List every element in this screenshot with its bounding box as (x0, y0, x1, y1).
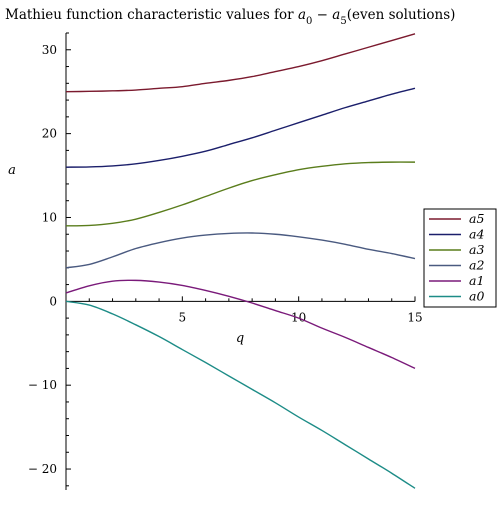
series-line-a2 (65, 232, 416, 269)
legend-box (423, 208, 497, 308)
series-line-a1 (65, 279, 416, 370)
series-line-a5 (65, 33, 416, 93)
y-tick-label: − 20 (28, 462, 57, 476)
x-tick-label: 15 (407, 310, 422, 324)
legend-label-a0: a0 (469, 289, 484, 304)
legend-label-a4: a4 (469, 227, 484, 242)
x-tick-label: 10 (291, 310, 306, 324)
chart-title: Mathieu function characteristic values f… (5, 7, 455, 27)
legend-label-a1: a1 (469, 273, 484, 288)
y-axis-label: a (8, 163, 16, 178)
series-line-a3 (65, 161, 416, 227)
axes: 5 10 15 30 20 10 0 − 10 − 20 q a (8, 32, 423, 490)
y-tick-label: 10 (42, 210, 57, 224)
x-tick-label: 5 (179, 310, 187, 324)
series-lines (65, 33, 416, 489)
series-line-a4 (65, 87, 416, 168)
series-line-a0 (65, 300, 416, 489)
y-tick-label: − 10 (28, 378, 57, 392)
legend-label-a2: a2 (469, 258, 484, 273)
legend-label-a5: a5 (469, 211, 484, 226)
y-tick-label: 20 (42, 127, 57, 141)
legend-label-a3: a3 (469, 242, 484, 257)
y-tick-label: 30 (42, 43, 57, 57)
x-axis-label: q (236, 331, 244, 346)
y-tick-label: 0 (49, 294, 57, 308)
